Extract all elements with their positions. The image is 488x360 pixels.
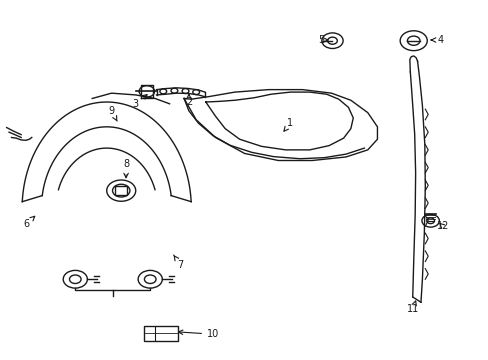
- Text: 9: 9: [108, 106, 117, 121]
- Text: 2: 2: [185, 94, 192, 107]
- Text: 1: 1: [284, 118, 293, 131]
- Text: 8: 8: [123, 159, 129, 178]
- Text: 11: 11: [406, 301, 418, 314]
- Text: 4: 4: [430, 35, 443, 45]
- Text: 12: 12: [436, 221, 448, 231]
- Text: 3: 3: [132, 95, 147, 109]
- Text: 10: 10: [178, 329, 219, 339]
- Text: 5: 5: [317, 35, 327, 45]
- Text: 6: 6: [23, 216, 35, 229]
- Text: 7: 7: [173, 255, 183, 270]
